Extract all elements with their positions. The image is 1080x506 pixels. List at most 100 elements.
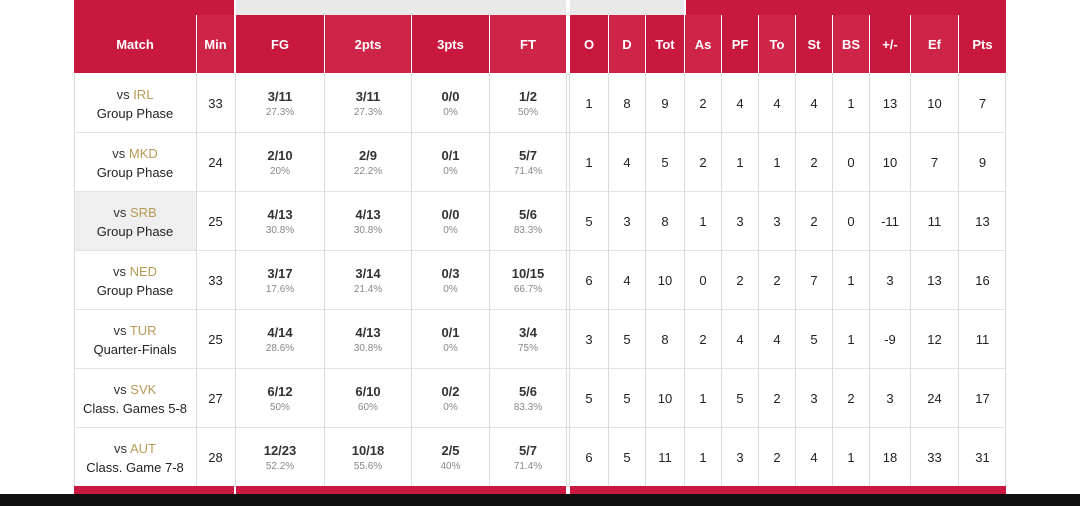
stat-value: 5 — [736, 391, 744, 406]
cell-tot: 9 — [646, 74, 684, 133]
table-row[interactable]: vs NED Group Phase 33 3/17 17.6% 3/14 21.4% 0/3… — [74, 251, 1006, 310]
match-cell[interactable]: vs NED Group Phase — [74, 251, 196, 310]
opponent-team-link[interactable]: MKD — [128, 145, 158, 161]
match-cell[interactable]: vs SVK Class. Games 5-8 — [74, 369, 196, 428]
col-header-o[interactable]: O — [570, 15, 608, 73]
opponent-team-link[interactable]: IRL — [133, 86, 154, 102]
stat-value: 1 — [699, 214, 707, 229]
cell-d: 4 — [609, 133, 645, 192]
col-header-as[interactable]: As — [685, 15, 721, 73]
col-header-match[interactable]: Match — [74, 15, 196, 73]
cell-bs: 1 — [833, 74, 869, 133]
stat-value: 4 — [810, 96, 818, 111]
col-header-3pts[interactable]: 3pts — [412, 15, 489, 73]
col-header-pf[interactable]: PF — [722, 15, 758, 73]
stat-value: 24 — [927, 391, 942, 406]
match-cell[interactable]: vs AUT Class. Game 7-8 — [74, 428, 196, 487]
cell-to: 3 — [759, 192, 795, 251]
cell-pts: 7 — [959, 74, 1006, 133]
cell-o: 1 — [570, 133, 608, 192]
stat-value: 5 — [623, 332, 631, 347]
col-header-to[interactable]: To — [759, 15, 795, 73]
made-attempted: 3/17 — [267, 265, 293, 281]
opponent-team-link[interactable]: SRB — [129, 204, 157, 220]
opponent-team-link[interactable]: AUT — [129, 440, 156, 456]
vs-label: vs — [112, 263, 126, 279]
stat-value: 25 — [208, 332, 223, 347]
col-header-2pts[interactable]: 2pts — [325, 15, 411, 73]
shooting-percentage: 55.6% — [353, 460, 383, 472]
stat-value: 10 — [657, 391, 673, 406]
cell-pts: 31 — [959, 428, 1006, 487]
table-row[interactable]: vs MKD Group Phase 24 2/10 20% 2/9 22.2% 0/1 0% 5… — [74, 133, 1006, 192]
match-cell[interactable]: vs SRB Group Phase — [74, 192, 196, 251]
stat-value: 2 — [699, 96, 707, 111]
col-header-fg[interactable]: FG — [236, 15, 324, 73]
column-divider — [569, 74, 570, 486]
cell-tot: 8 — [646, 192, 684, 251]
column-divider — [910, 74, 911, 486]
column-divider — [196, 74, 197, 486]
col-header-min[interactable]: Min — [197, 15, 234, 73]
table-row[interactable]: vs TUR Quarter-Finals 25 4/14 28.6% 4/13 30.8%… — [74, 310, 1006, 369]
stat-value: 3 — [886, 391, 894, 406]
col-header-tot[interactable]: Tot — [646, 15, 684, 73]
shooting-percentage: 28.6% — [265, 342, 295, 354]
shooting-percentage: 50% — [517, 106, 538, 118]
col-header-plus-minus[interactable]: +/- — [870, 15, 910, 73]
made-attempted: 5/6 — [518, 383, 538, 399]
stat-value: 24 — [208, 155, 223, 170]
made-attempted: 0/0 — [441, 206, 460, 222]
cell-pts: 11 — [959, 310, 1006, 369]
cell-ft: 5/6 83.3% — [490, 369, 566, 428]
phase-label: Group Phase — [96, 223, 174, 239]
stat-value: 13 — [927, 273, 942, 288]
cell-pm: 3 — [870, 369, 910, 428]
match-cell[interactable]: vs IRL Group Phase — [74, 74, 196, 133]
table-row[interactable]: vs AUT Class. Game 7-8 28 12/23 52.2% 10/18 55… — [74, 428, 1006, 487]
opponent-line: vs AUT — [114, 439, 156, 458]
stat-value: 27 — [208, 391, 223, 406]
stat-value: 6 — [585, 273, 593, 288]
table-row[interactable]: vs SRB Group Phase 25 4/13 30.8% 4/13 30.8% 0/0… — [74, 192, 1006, 251]
cell-pts: 17 — [959, 369, 1006, 428]
col-header-ft[interactable]: FT — [490, 15, 566, 73]
cell-to: 2 — [759, 428, 795, 487]
cell-d: 4 — [609, 251, 645, 310]
cell-as: 2 — [685, 310, 721, 369]
shooting-percentage: 50% — [269, 401, 290, 413]
stat-value: 5 — [810, 332, 818, 347]
stat-value: 13 — [882, 96, 898, 111]
cell-as: 2 — [685, 74, 721, 133]
col-header-ef[interactable]: Ef — [911, 15, 958, 73]
cell-p3: 0/1 0% — [412, 310, 489, 369]
made-attempted: 5/6 — [518, 206, 538, 222]
cell-ft: 5/7 71.4% — [490, 428, 566, 487]
opponent-team-link[interactable]: TUR — [129, 322, 157, 338]
match-cell[interactable]: vs MKD Group Phase — [74, 133, 196, 192]
col-header-pts[interactable]: Pts — [959, 15, 1006, 73]
table-row[interactable]: vs IRL Group Phase 33 3/11 27.3% 3/11 27.3% 0/0… — [74, 74, 1006, 133]
col-header-bs[interactable]: BS — [833, 15, 869, 73]
shooting-percentage: 20% — [269, 165, 290, 177]
stat-value: 2 — [699, 155, 707, 170]
stat-value: 5 — [585, 214, 593, 229]
shooting-percentage: 0% — [443, 401, 458, 413]
stat-value: 2 — [773, 273, 781, 288]
col-header-d[interactable]: D — [609, 15, 645, 73]
column-divider — [645, 74, 646, 486]
match-cell[interactable]: vs TUR Quarter-Finals — [74, 310, 196, 369]
stat-value: 3 — [585, 332, 593, 347]
opponent-team-link[interactable]: NED — [129, 263, 158, 279]
cell-tot: 11 — [646, 428, 684, 487]
cell-fg: 3/11 27.3% — [236, 74, 324, 133]
opponent-team-link[interactable]: SVK — [130, 381, 157, 397]
shooting-percentage: 0% — [443, 283, 458, 295]
stat-value: 4 — [623, 273, 631, 288]
col-header-st[interactable]: St — [796, 15, 832, 73]
table-row[interactable]: vs SVK Class. Games 5-8 27 6/12 50% 6/10 60% 0/… — [74, 369, 1006, 428]
stat-value: 1 — [699, 391, 707, 406]
made-attempted: 3/4 — [518, 324, 538, 340]
opponent-line: vs SRB — [113, 203, 156, 222]
cell-as: 1 — [685, 428, 721, 487]
